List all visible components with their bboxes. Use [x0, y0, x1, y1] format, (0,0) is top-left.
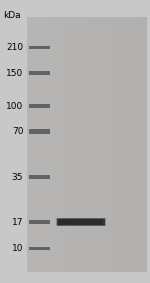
Text: 17: 17 [12, 218, 23, 226]
Text: 100: 100 [6, 102, 23, 111]
FancyBboxPatch shape [28, 129, 50, 134]
Text: 150: 150 [6, 68, 23, 78]
FancyBboxPatch shape [28, 46, 50, 49]
FancyBboxPatch shape [28, 247, 50, 250]
FancyBboxPatch shape [28, 71, 50, 75]
FancyBboxPatch shape [28, 175, 50, 179]
FancyBboxPatch shape [28, 104, 50, 108]
FancyBboxPatch shape [27, 17, 147, 272]
Text: 70: 70 [12, 127, 23, 136]
Text: 10: 10 [12, 244, 23, 253]
FancyBboxPatch shape [57, 218, 105, 226]
FancyBboxPatch shape [58, 220, 104, 225]
Text: 35: 35 [12, 173, 23, 182]
Text: kDa: kDa [3, 11, 21, 20]
Text: 210: 210 [6, 43, 23, 52]
FancyBboxPatch shape [28, 220, 50, 224]
